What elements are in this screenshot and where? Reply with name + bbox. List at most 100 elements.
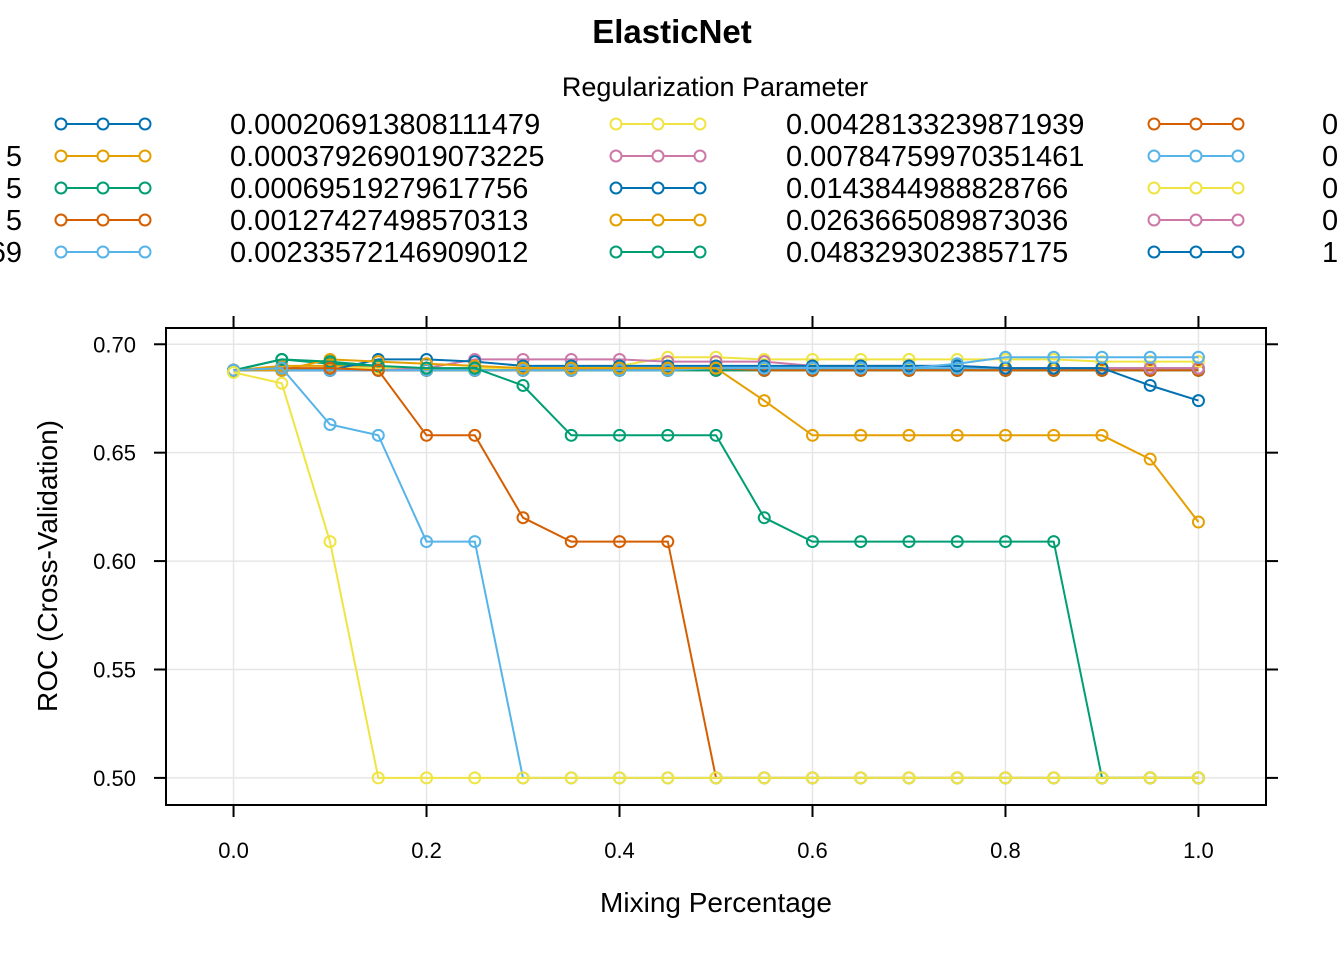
legend-label: 0.00428133239871939: [786, 109, 1084, 141]
data-point: [613, 428, 627, 442]
legend-marker: [1147, 181, 1161, 195]
legend-marker: [693, 245, 707, 259]
y-tick-label: 0.50: [93, 766, 136, 791]
data-point: [564, 535, 578, 549]
legend-marker: [138, 181, 152, 195]
series-line: [233, 371, 1199, 779]
legend-label: 0.0143844988828766: [786, 173, 1068, 205]
legend-label: 0: [1322, 141, 1338, 173]
data-point: [275, 352, 289, 366]
data-point: [371, 363, 385, 377]
data-point: [516, 511, 530, 525]
legend-marker: [1147, 245, 1161, 259]
legend-marker: [1231, 181, 1245, 195]
legend-marker: [693, 117, 707, 131]
legend-marker: [651, 149, 665, 163]
series-line: [233, 358, 1199, 402]
legend-label: 0.000379269019073225: [230, 141, 545, 173]
data-point: [902, 361, 916, 375]
legend-marker: [96, 149, 110, 163]
data-point: [420, 357, 434, 371]
data-point: [420, 428, 434, 442]
legend-marker: [609, 245, 623, 259]
legend-marker: [609, 117, 623, 131]
y-axis-label: ROC (Cross-Validation): [32, 420, 63, 712]
series-line: [233, 358, 1199, 779]
x-axis-label: Mixing Percentage: [600, 887, 832, 918]
axis-ticks: 0.0 0.2 0.4 0.6 0.8 1.0 0.50 0.55 0.60 0.65 0.70: [93, 316, 1278, 863]
data-point: [613, 771, 627, 785]
data-point: [805, 361, 819, 375]
legend-marker: [651, 181, 665, 195]
legend-marker: [1189, 245, 1203, 259]
data-point: [371, 355, 385, 369]
data-point: [950, 535, 964, 549]
legend-label: 0.00233572146909012: [230, 237, 528, 269]
data-point: [902, 428, 916, 442]
data-point: [998, 535, 1012, 549]
data-point: [661, 535, 675, 549]
data-point: [468, 771, 482, 785]
legend-label: 69: [0, 237, 22, 269]
data-point: [1143, 350, 1157, 364]
y-tick-label: 0.70: [93, 332, 136, 357]
data-point: [661, 361, 675, 375]
legend-marker: [54, 149, 68, 163]
legend-marker: [651, 245, 665, 259]
data-point: [564, 361, 578, 375]
data-point: [1191, 394, 1205, 408]
legend-label: 0.00127427498570313: [230, 205, 528, 237]
data-point: [950, 771, 964, 785]
legend-marker: [1189, 181, 1203, 195]
data-point: [757, 511, 771, 525]
legend-marker: [1189, 149, 1203, 163]
grid: [166, 328, 1266, 805]
legend-marker: [138, 149, 152, 163]
data-point: [1143, 378, 1157, 392]
data-point: [998, 350, 1012, 364]
data-point: [902, 771, 916, 785]
data-point: [709, 361, 723, 375]
data-point: [854, 361, 868, 375]
legend-marker: [1189, 117, 1203, 131]
data-point: [371, 771, 385, 785]
data-point: [468, 361, 482, 375]
data-point: [902, 535, 916, 549]
data-point: [709, 771, 723, 785]
data-point: [1143, 452, 1157, 466]
legend-title: Regularization Parameter: [562, 72, 868, 102]
series-17: [227, 352, 1205, 785]
legend-marker: [1147, 213, 1161, 227]
data-point: [1191, 350, 1205, 364]
data-point: [1095, 428, 1109, 442]
data-point: [1047, 350, 1061, 364]
data-point: [1047, 771, 1061, 785]
data-point: [468, 535, 482, 549]
legend-marker: [54, 181, 68, 195]
data-point: [613, 535, 627, 549]
series-layer: [227, 350, 1205, 785]
legend-marker: [1231, 213, 1245, 227]
data-point: [950, 357, 964, 371]
legend-label: 0: [1322, 109, 1338, 141]
data-point: [854, 535, 868, 549]
x-tick-label: 0.6: [797, 838, 828, 863]
data-point: [1191, 515, 1205, 529]
series-line: [233, 356, 1199, 372]
legend-marker: [96, 245, 110, 259]
legend-marker: [651, 117, 665, 131]
data-point: [323, 361, 337, 375]
data-point: [420, 771, 434, 785]
x-tick-label: 0.8: [990, 838, 1021, 863]
data-point: [805, 428, 819, 442]
legend: 555690.0002069138081114790.0003792690190…: [0, 109, 1338, 269]
legend-marker: [609, 181, 623, 195]
data-point: [564, 428, 578, 442]
data-point: [661, 428, 675, 442]
legend-marker: [1231, 245, 1245, 259]
data-point: [227, 365, 241, 379]
data-point: [998, 428, 1012, 442]
legend-marker: [54, 213, 68, 227]
legend-label: 1: [1322, 237, 1338, 269]
